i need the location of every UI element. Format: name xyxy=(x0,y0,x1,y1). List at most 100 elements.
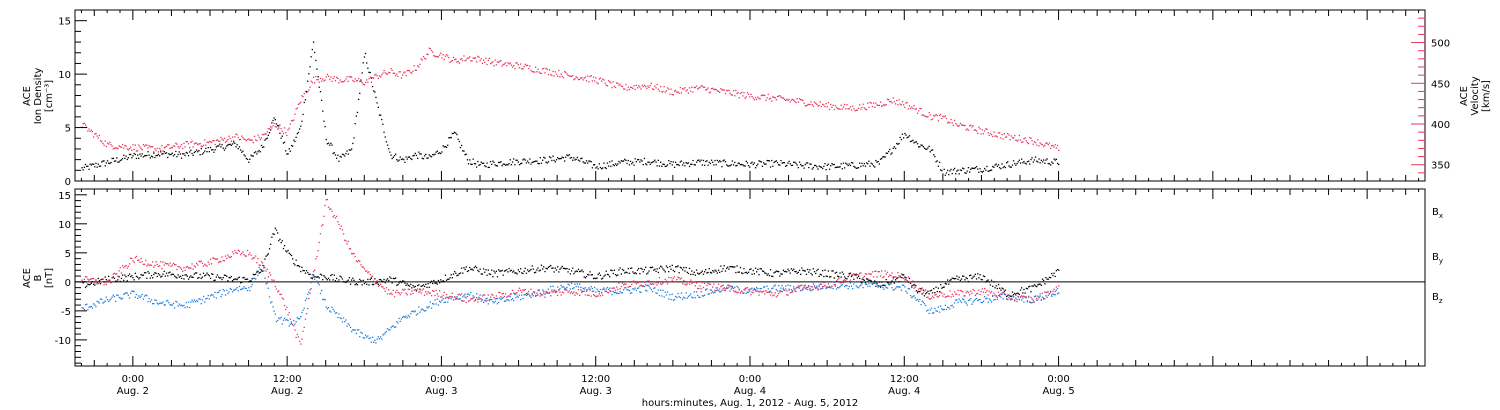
point-bx xyxy=(425,283,427,285)
point-bx xyxy=(906,280,908,282)
point-by xyxy=(229,288,231,290)
point-velocity xyxy=(789,101,791,103)
point-density xyxy=(877,160,879,163)
time-axis-title: hours:minutes, Aug. 1, 2012 - Aug. 5, 20… xyxy=(642,398,858,409)
point-by xyxy=(198,298,200,300)
point-density xyxy=(594,164,596,166)
point-bx xyxy=(609,276,611,278)
point-density xyxy=(135,157,138,160)
point-density xyxy=(518,164,521,166)
point-by xyxy=(132,290,134,292)
point-velocity xyxy=(585,80,588,82)
point-density xyxy=(194,150,197,153)
point-density xyxy=(427,157,429,159)
point-bz xyxy=(601,292,603,294)
point-bx xyxy=(113,277,116,279)
point-velocity xyxy=(749,96,751,98)
point-density xyxy=(712,161,714,163)
point-density xyxy=(370,77,372,79)
point-density xyxy=(715,163,717,166)
point-velocity xyxy=(487,59,489,62)
point-bz xyxy=(663,281,665,283)
point-velocity xyxy=(691,86,693,88)
point-bx xyxy=(890,281,892,283)
point-density xyxy=(933,154,935,156)
point-velocity xyxy=(1038,145,1040,147)
point-bx xyxy=(694,274,696,276)
point-bz xyxy=(221,256,223,258)
point-velocity xyxy=(105,145,107,148)
point-density xyxy=(816,166,818,168)
point-velocity xyxy=(161,145,163,147)
point-bz xyxy=(245,255,247,257)
point-bx xyxy=(944,282,946,285)
point-density xyxy=(761,165,764,167)
point-density xyxy=(723,159,725,161)
point-density xyxy=(737,162,739,164)
point-velocity xyxy=(855,109,857,111)
point-by xyxy=(619,290,621,293)
point-bz xyxy=(883,276,885,278)
point-velocity xyxy=(668,88,670,90)
point-by xyxy=(768,291,771,293)
point-by xyxy=(985,298,987,300)
point-density xyxy=(929,151,931,153)
point-density xyxy=(973,167,975,170)
point-velocity xyxy=(900,104,902,106)
point-bz xyxy=(773,294,775,296)
point-by xyxy=(110,298,112,300)
point-bz xyxy=(248,254,250,256)
point-bz xyxy=(445,293,448,296)
point-velocity xyxy=(926,116,928,118)
point-velocity xyxy=(933,114,935,117)
point-density xyxy=(83,166,85,168)
point-by xyxy=(671,293,673,295)
point-bx xyxy=(167,275,169,277)
point-bz xyxy=(671,279,673,281)
point-by xyxy=(403,315,405,318)
point-bx xyxy=(457,274,459,276)
point-by xyxy=(371,336,374,338)
point-by xyxy=(1021,299,1023,301)
point-velocity xyxy=(580,77,582,79)
point-bz xyxy=(690,279,692,281)
point-bx xyxy=(732,266,735,268)
point-by xyxy=(588,287,590,289)
point-bz xyxy=(451,292,453,294)
point-bz xyxy=(509,293,511,295)
point-velocity xyxy=(496,61,499,63)
point-bx xyxy=(159,274,161,276)
point-velocity xyxy=(707,87,709,89)
point-by xyxy=(872,282,875,284)
point-velocity xyxy=(83,122,85,124)
point-density xyxy=(116,157,118,159)
point-velocity xyxy=(426,53,428,55)
point-density xyxy=(957,169,959,171)
point-velocity xyxy=(270,126,272,128)
point-bx xyxy=(194,272,197,274)
point-density xyxy=(1022,162,1024,164)
point-velocity xyxy=(192,146,194,148)
point-bz xyxy=(411,290,413,292)
point-by xyxy=(567,283,569,285)
point-by xyxy=(886,287,889,289)
point-velocity xyxy=(673,90,676,92)
point-bz xyxy=(135,255,138,258)
point-velocity xyxy=(533,71,536,73)
point-velocity xyxy=(660,85,662,88)
point-bx xyxy=(558,271,560,273)
point-by xyxy=(559,287,561,290)
point-velocity xyxy=(996,136,998,138)
point-density xyxy=(952,169,955,171)
point-velocity xyxy=(623,88,625,90)
point-velocity xyxy=(410,71,412,74)
point-velocity xyxy=(723,89,725,91)
point-by xyxy=(133,291,135,293)
point-density xyxy=(467,163,470,165)
point-density xyxy=(222,147,224,149)
point-by xyxy=(787,284,789,286)
point-bx xyxy=(869,279,871,281)
point-by xyxy=(654,287,656,289)
point-by xyxy=(710,292,713,294)
